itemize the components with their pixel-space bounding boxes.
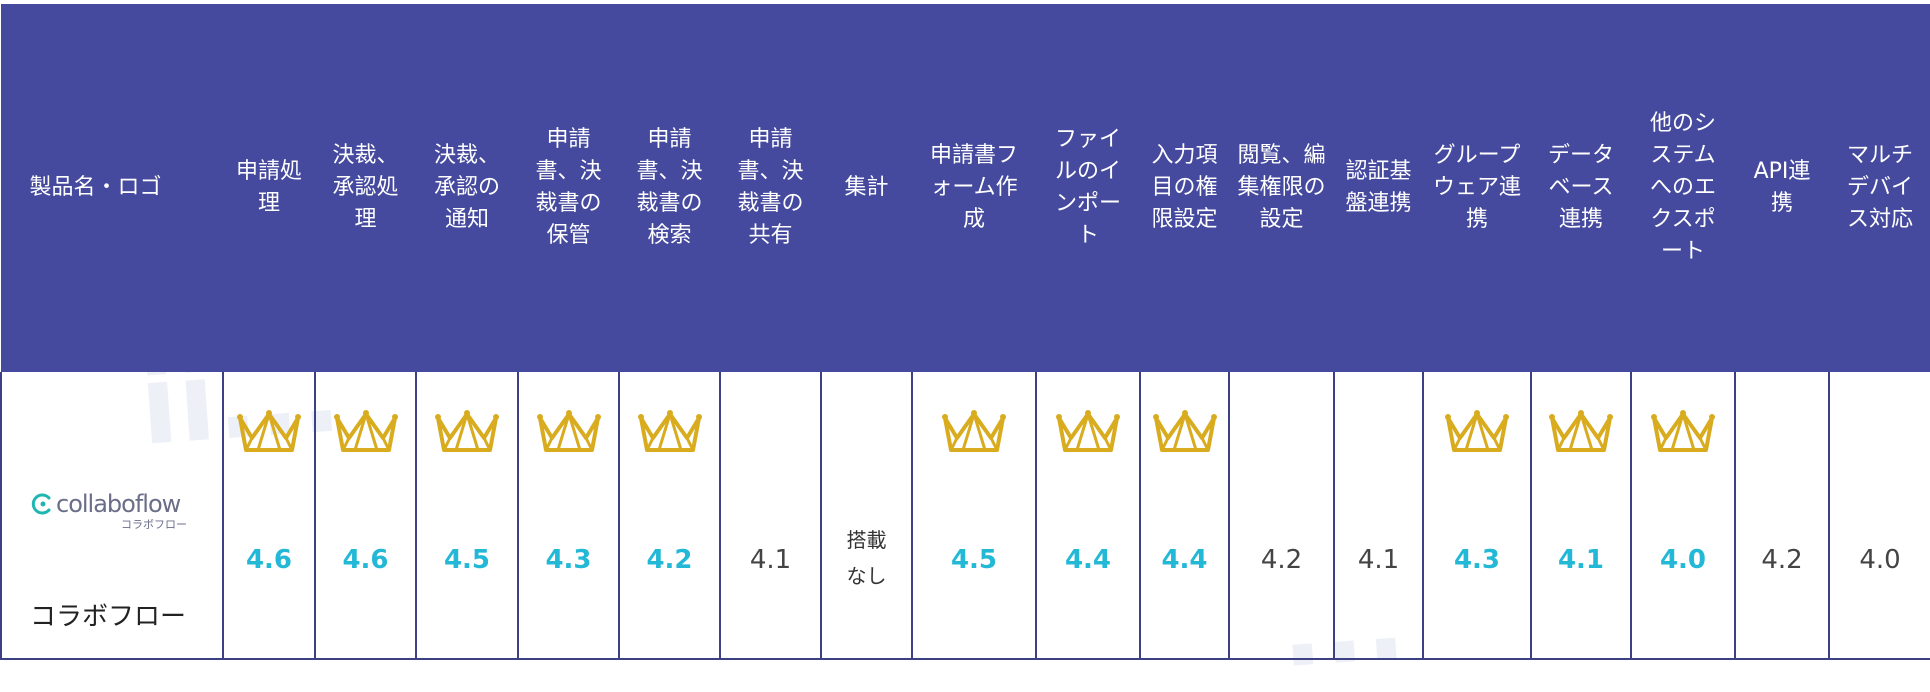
header-product: 製品名・ロゴ xyxy=(0,4,224,372)
crown-icon xyxy=(1055,408,1121,454)
header-col-15: 他のシステムへのエクスポート xyxy=(1630,4,1736,372)
header-col-6: 申請書、決裁書の共有 xyxy=(719,4,822,372)
score-cell-2: 4.6 xyxy=(314,372,417,660)
crown-icon xyxy=(637,408,703,454)
score-value: 4.1 xyxy=(749,545,792,575)
score-cell-14: 4.1 xyxy=(1530,372,1632,660)
crown-icon xyxy=(1444,408,1510,454)
header-row: 製品名・ロゴ 申請処理 決裁、承認処理 決裁、承認の通知 申請書、決裁書の保管 申請書、… xyxy=(0,4,1930,372)
feature-note: 搭載なし xyxy=(846,528,887,588)
score-cell-5: 4.2 xyxy=(618,372,721,660)
score-cell-13: 4.3 xyxy=(1422,372,1532,660)
product-cell: collaboflow コラボフロー コラボフロー xyxy=(0,372,224,660)
score-cell-16: 4.2 xyxy=(1734,372,1830,660)
score-cell-15: 4.0 xyxy=(1630,372,1736,660)
header-label: 認証基盤連携 xyxy=(1345,159,1412,216)
header-label: 決裁、承認の通知 xyxy=(433,143,500,232)
header-label: グループウェア連携 xyxy=(1432,143,1521,232)
score-value: 4.3 xyxy=(1453,545,1501,575)
header-label: 他のシステムへのエクスポート xyxy=(1649,111,1716,264)
score-cell-11: 4.2 xyxy=(1228,372,1335,660)
header-col-16: API連携 xyxy=(1734,4,1830,372)
score-value: 4.6 xyxy=(245,545,293,575)
crown-icon xyxy=(236,408,302,454)
header-col-5: 申請書、決裁書の検索 xyxy=(618,4,721,372)
logo-subtext: コラボフロー xyxy=(121,518,187,531)
header-col-2: 決裁、承認処理 xyxy=(314,4,417,372)
header-label: 集計 xyxy=(844,175,889,200)
header-col-11: 閲覧、編集権限の設定 xyxy=(1228,4,1335,372)
header-col-13: グループウェア連携 xyxy=(1422,4,1532,372)
score-cell-9: 4.4 xyxy=(1035,372,1141,660)
header-label: マルチデバイス対応 xyxy=(1846,143,1913,232)
score-cell-10: 4.4 xyxy=(1139,372,1230,660)
crown-icon xyxy=(333,408,399,454)
header-col-12: 認証基盤連携 xyxy=(1333,4,1424,372)
score-cell-7: 搭載なし xyxy=(820,372,913,660)
comparison-table: 製品名・ロゴ 申請処理 決裁、承認処理 決裁、承認の通知 申請書、決裁書の保管 申請書、… xyxy=(0,4,1930,660)
header-label: 申請書、決裁書の保管 xyxy=(535,127,602,248)
collaboflow-logo-icon xyxy=(31,493,51,515)
score-value: 4.0 xyxy=(1659,545,1707,575)
header-label: 申請処理 xyxy=(235,159,302,216)
score-value: 4.2 xyxy=(646,545,693,575)
header-label: 申請書フォーム作成 xyxy=(929,143,1018,232)
header-col-10: 入力項目の権限設定 xyxy=(1139,4,1230,372)
table-row: collaboflow コラボフロー コラボフロー 4.6 4.6 4.5 4.3 4.… xyxy=(0,372,1930,660)
crown-icon xyxy=(1152,408,1218,454)
header-label: 決裁、承認処理 xyxy=(332,143,399,232)
crown-icon xyxy=(1548,408,1614,454)
score-value: 4.5 xyxy=(950,545,998,575)
header-label: 入力項目の権限設定 xyxy=(1151,143,1218,232)
score-value: 4.0 xyxy=(1859,545,1901,575)
product-name: コラボフロー xyxy=(30,602,187,632)
header-col-17: マルチデバイス対応 xyxy=(1828,4,1930,372)
header-col-4: 申請書、決裁書の保管 xyxy=(517,4,620,372)
score-value: 4.6 xyxy=(342,545,389,575)
score-value: 4.4 xyxy=(1161,545,1208,575)
score-cell-1: 4.6 xyxy=(222,372,316,660)
header-label: 閲覧、編集権限の設定 xyxy=(1237,143,1326,232)
score-value: 4.1 xyxy=(1557,545,1605,575)
score-cell-17: 4.0 xyxy=(1828,372,1930,660)
score-cell-3: 4.5 xyxy=(415,372,519,660)
logo-wordmark: collaboflow xyxy=(56,490,181,518)
score-value: 4.2 xyxy=(1761,545,1803,575)
score-value: 4.5 xyxy=(443,545,491,575)
score-cell-8: 4.5 xyxy=(911,372,1037,660)
header-label: 申請書、決裁書の共有 xyxy=(737,127,804,248)
score-cell-4: 4.3 xyxy=(517,372,620,660)
score-cell-6: 4.1 xyxy=(719,372,822,660)
score-value: 4.1 xyxy=(1357,545,1400,575)
score-value: 4.2 xyxy=(1260,545,1303,575)
header-label: データベース連携 xyxy=(1547,143,1614,232)
header-col-14: データベース連携 xyxy=(1530,4,1632,372)
crown-icon xyxy=(941,408,1007,454)
crown-icon xyxy=(536,408,602,454)
score-cell-12: 4.1 xyxy=(1333,372,1424,660)
header-label: ファイルのインポート xyxy=(1054,127,1121,248)
header-label: 申請書、決裁書の検索 xyxy=(636,127,703,248)
header-col-1: 申請処理 xyxy=(222,4,316,372)
score-value: 4.4 xyxy=(1064,545,1112,575)
header-col-8: 申請書フォーム作成 xyxy=(911,4,1037,372)
header-col-7: 集計 xyxy=(820,4,913,372)
header-label: API連携 xyxy=(1753,159,1811,216)
product-logo: collaboflow コラボフロー xyxy=(30,490,200,532)
crown-icon xyxy=(434,408,500,454)
crown-icon xyxy=(1650,408,1716,454)
score-value: 4.3 xyxy=(545,545,592,575)
header-col-3: 決裁、承認の通知 xyxy=(415,4,519,372)
header-col-9: ファイルのインポート xyxy=(1035,4,1141,372)
